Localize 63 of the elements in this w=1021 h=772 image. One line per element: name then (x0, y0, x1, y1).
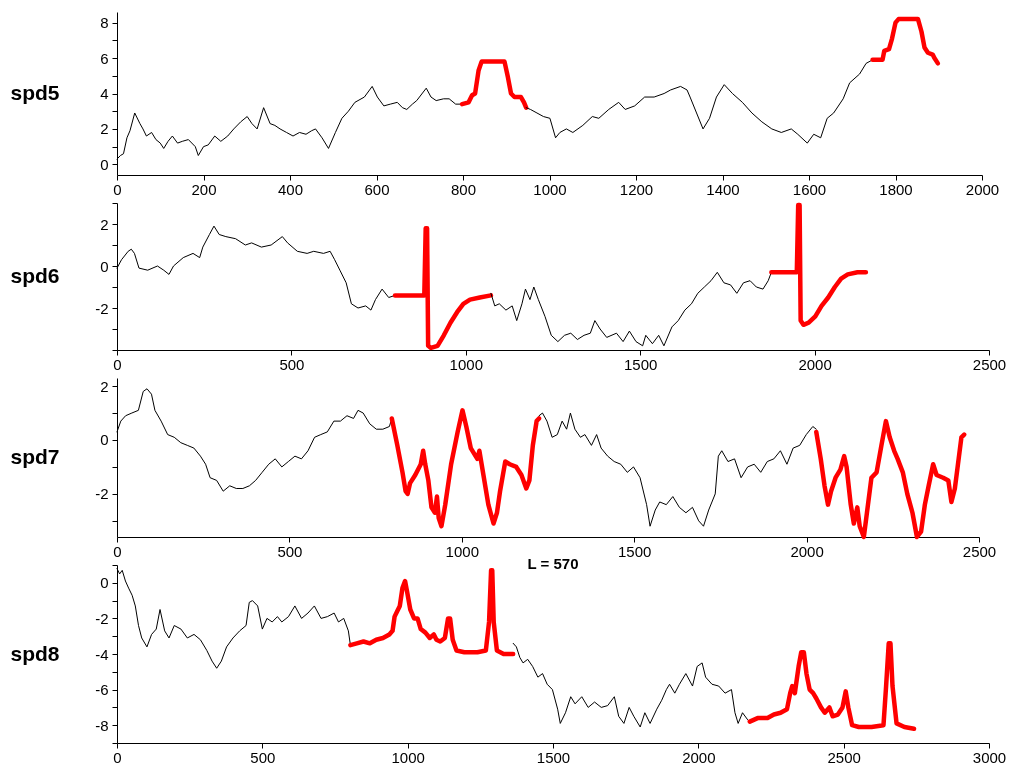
x-tick-label: 1000 (449, 355, 483, 373)
line-series (389, 408, 542, 529)
x-tick-label: 2500 (972, 355, 1007, 373)
x-tick-label: 500 (277, 542, 303, 560)
y-tick-label: -8 (95, 716, 109, 734)
x-tick-label: 2000 (790, 542, 824, 560)
line-series (459, 59, 529, 110)
x-tick-label: 1000 (445, 542, 479, 560)
x-tick-label: 1500 (536, 748, 571, 766)
x-tick-label: 2500 (827, 748, 861, 766)
x-tick-label: 1800 (879, 180, 913, 198)
y-axis-title: spd7 (10, 445, 60, 468)
x-tick-label: 1000 (391, 748, 425, 766)
line-series (870, 16, 941, 66)
y-tick-label: 6 (100, 49, 109, 67)
line-series (769, 202, 869, 328)
y-tick-label: 2 (100, 215, 109, 233)
x-tick-label: 3000 (972, 748, 1007, 766)
x-tick-label: 800 (450, 180, 477, 198)
x-tick-label: 0 (113, 180, 122, 198)
y-axis-title: spd5 (10, 81, 60, 104)
x-tick-label: 2000 (798, 355, 832, 373)
line-series (392, 225, 494, 351)
x-tick-label: 0 (113, 542, 122, 560)
y-axis-title: spd8 (10, 641, 60, 665)
x-tick-label: 0 (113, 748, 122, 766)
x-tick-label: 2000 (965, 180, 1000, 198)
x-tick-label: 400 (277, 180, 304, 198)
x-tick-label: 1500 (618, 542, 652, 560)
x-tick-label: 200 (191, 180, 217, 198)
y-tick-label: 8 (100, 14, 109, 32)
line-series (348, 568, 516, 657)
y-tick-label: 2 (100, 377, 109, 395)
x-tick-label: 500 (279, 355, 305, 373)
x-tick-label: 1000 (533, 180, 567, 198)
chart-title: L = 570 (527, 555, 579, 572)
x-tick-label: 0 (113, 355, 122, 373)
y-tick-label: -6 (95, 681, 109, 699)
y-tick-label: -2 (95, 485, 109, 503)
y-tick-label: 0 (100, 257, 109, 275)
line-series (490, 271, 772, 347)
line-series (747, 641, 917, 732)
x-tick-label: 1600 (792, 180, 827, 198)
y-tick-label: 4 (100, 85, 109, 102)
x-tick-label: 1200 (619, 180, 654, 198)
line-series (814, 418, 967, 540)
y-tick-label: -4 (95, 645, 109, 663)
line-series (512, 642, 751, 728)
y-tick-label: 0 (100, 574, 109, 592)
y-tick-label: 0 (100, 155, 109, 173)
y-tick-label: 2 (100, 120, 109, 138)
x-tick-label: 1500 (624, 355, 658, 373)
x-tick-label: 2000 (682, 748, 716, 766)
x-tick-label: 2500 (962, 542, 997, 560)
y-axis-title: spd6 (10, 264, 60, 287)
x-tick-label: 600 (364, 180, 390, 198)
line-series (525, 59, 874, 144)
y-tick-label: -2 (95, 299, 109, 317)
x-tick-label: 500 (250, 748, 276, 766)
x-tick-label: 1400 (706, 180, 740, 198)
y-tick-label: -2 (95, 609, 109, 627)
line-series (538, 412, 817, 527)
y-tick-label: 0 (100, 431, 109, 449)
